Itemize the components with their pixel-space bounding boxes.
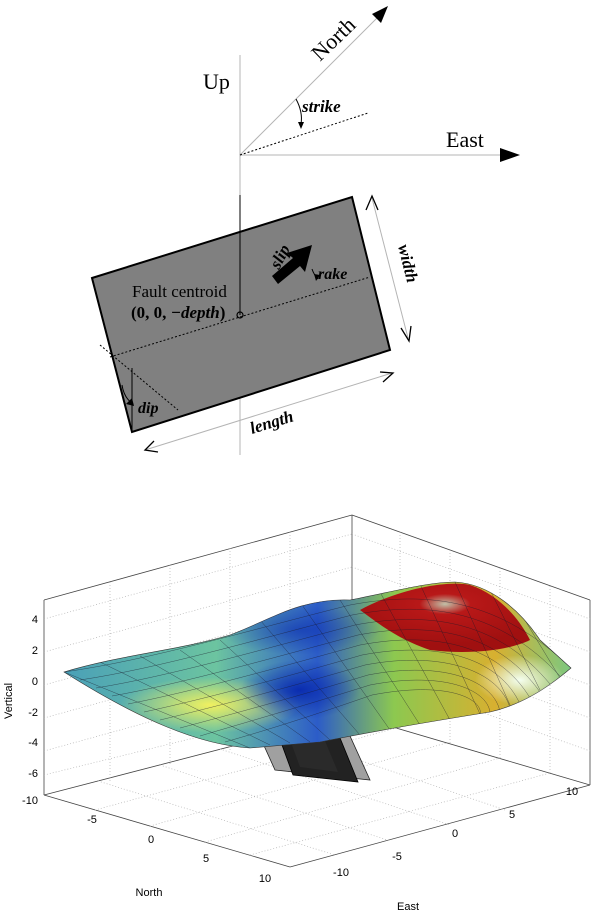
north-axis: [239, 14, 381, 156]
east-tick: 5: [509, 809, 515, 821]
length-label: length: [248, 407, 296, 438]
width-label: width: [394, 242, 422, 284]
centroid-y: 0: [154, 303, 163, 322]
vertical-axis-label: Vertical: [3, 683, 15, 719]
north-tick: 5: [203, 853, 209, 865]
north-tick: -10: [22, 795, 38, 807]
z-tick: -2: [28, 707, 38, 719]
strike-arc: [295, 98, 302, 125]
east-tick: 0: [452, 828, 458, 840]
north-tick: 10: [259, 873, 271, 885]
strike-line: [239, 112, 369, 156]
east-axis-ticks: -10 -5 0 5 10: [333, 786, 578, 879]
east-axis-label: East: [446, 127, 484, 152]
centroid-z: −depth: [171, 303, 220, 322]
centroid-x: 0: [137, 303, 146, 322]
dip-line: [99, 344, 179, 411]
east-axis-label: East: [397, 901, 419, 913]
east-tick: 10: [566, 786, 578, 798]
rake-arc-arrow: [314, 274, 320, 281]
z-tick: 2: [32, 645, 38, 657]
width-arrow-top: [365, 194, 379, 211]
z-tick: -6: [28, 768, 38, 780]
plane-strike-line: [109, 276, 371, 358]
north-axis-ticks: -10 -5 0 5 10: [22, 795, 271, 885]
z-tick: 0: [32, 676, 38, 688]
north-tick: 0: [148, 834, 154, 846]
north-axis-label: North: [306, 12, 360, 66]
vertical-axis-ticks: 4 2 0 -2 -4 -6: [28, 614, 38, 780]
strike-label: strike: [301, 97, 341, 116]
z-tick: -4: [28, 737, 38, 749]
dip-label: dip: [138, 400, 158, 417]
centroid-label: Fault centroid: [132, 282, 227, 301]
rake-label: rake: [318, 266, 347, 283]
length-arrow-right: [379, 371, 395, 383]
east-tick: -10: [333, 867, 349, 879]
strike-arc-arrow: [298, 122, 304, 129]
east-arrowhead: [500, 148, 520, 162]
length-arrow-left: [143, 440, 159, 453]
east-tick: -5: [392, 851, 402, 863]
north-axis-label: North: [136, 887, 163, 899]
north-tick: -5: [87, 814, 97, 826]
dip-arc-arrow: [126, 398, 134, 406]
up-axis-label: Up: [203, 69, 230, 94]
width-dimension: [371, 197, 409, 339]
deformation-surface: [63, 581, 572, 749]
top-diagram: Up East North strike dip Fault centroid …: [90, 6, 520, 455]
north-arrowhead: [372, 6, 388, 23]
centroid-point: [236, 311, 244, 319]
length-dimension: [144, 372, 393, 451]
fault-plane: [90, 195, 392, 434]
slip-arrow: [272, 245, 312, 284]
surface-plot: 4 2 0 -2 -4 -6 Vertical -10 -5 0 5 10 No…: [3, 514, 591, 913]
z-tick: 4: [32, 614, 38, 626]
width-arrow-bottom: [400, 325, 412, 343]
centroid-coordinates: (0, 0, −depth): [131, 303, 225, 322]
